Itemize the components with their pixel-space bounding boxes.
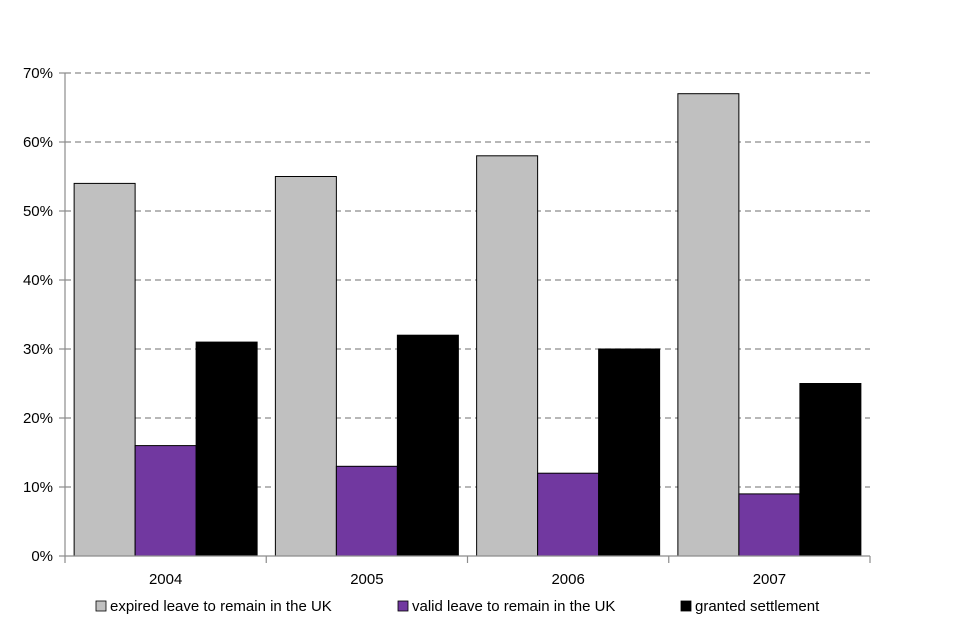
y-tick-label: 50% [23,203,53,220]
y-tick-label: 70% [23,65,53,82]
y-tick-label: 0% [31,548,53,565]
legend-swatch [680,600,692,612]
gridlines [65,72,870,488]
bar-granted-settlement-2004 [195,341,258,557]
bar-valid-leave-to-remain-in-the-uk-2007 [738,493,801,557]
bar-granted-settlement-2005 [396,334,459,557]
axes [64,73,871,563]
legend-label: expired leave to remain in the UK [110,598,332,615]
bar-valid-leave-to-remain-in-the-uk-2005 [335,465,398,557]
bar-granted-settlement-2006 [598,348,661,557]
bar-valid-leave-to-remain-in-the-uk-2006 [537,472,600,557]
y-tick-label: 60% [23,134,53,151]
bar-expired-leave-to-remain-in-the-uk-2005 [274,176,337,557]
bar-valid-leave-to-remain-in-the-uk-2004 [134,445,197,557]
bar-expired-leave-to-remain-in-the-uk-2007 [677,93,740,557]
bar-expired-leave-to-remain-in-the-uk-2004 [73,182,136,557]
y-tick-label: 30% [23,341,53,358]
bars [73,93,862,557]
y-axis-ticks: 0% 10% 20% 30% 40% 50% 60% 70% [23,65,65,565]
legend-label: granted settlement [695,598,820,615]
y-tick-label: 40% [23,272,53,289]
legend-label: valid leave to remain in the UK [412,598,615,615]
legend: expired leave to remain in the UK valid l… [95,598,820,615]
y-tick-label: 20% [23,410,53,427]
legend-swatch [95,600,107,612]
x-tick-label: 2007 [753,571,786,588]
x-tick-label: 2005 [350,571,383,588]
x-axis-ticks: 2004 2005 2006 2007 [149,571,786,588]
x-tick-label: 2004 [149,571,182,588]
bar-expired-leave-to-remain-in-the-uk-2006 [476,155,539,557]
bar-granted-settlement-2007 [799,383,862,557]
y-tick-label: 10% [23,479,53,496]
x-tick-label: 2006 [551,571,584,588]
legend-swatch [397,600,409,612]
